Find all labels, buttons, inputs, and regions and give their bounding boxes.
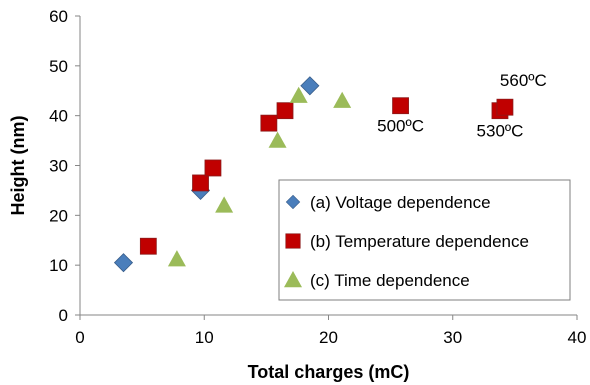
diamond-point <box>113 253 134 273</box>
y-tick-label: 10 <box>49 256 68 275</box>
triangle-point <box>268 131 287 148</box>
square-point <box>192 174 209 192</box>
x-tick-label: 10 <box>195 328 214 347</box>
axes <box>75 15 578 320</box>
annotations: 560ºC 500ºC 530ºC <box>377 71 547 140</box>
legend-triangle-marker <box>284 271 302 288</box>
y-axis-title: Height (nm) <box>8 116 28 216</box>
triangle-point <box>167 250 186 267</box>
square-point <box>392 97 409 115</box>
legend-label: (c) Time dependence <box>310 271 470 290</box>
x-tick-label: 40 <box>568 328 587 347</box>
square-point <box>276 102 294 120</box>
square-point <box>496 98 514 116</box>
y-tick-label: 30 <box>49 157 68 176</box>
legend-diamond-marker <box>285 194 301 210</box>
legend-square-marker <box>285 233 301 249</box>
diamond-point <box>300 76 320 96</box>
legend-label: (b) Temperature dependence <box>310 232 529 251</box>
data-points <box>113 76 514 273</box>
y-tick-label: 60 <box>49 7 68 26</box>
triangle-point <box>289 86 308 103</box>
y-tick-label: 40 <box>49 107 68 126</box>
y-tick-label: 50 <box>49 57 68 76</box>
y-tick-label: 0 <box>59 306 68 325</box>
temperature-annotation: 500ºC <box>377 117 424 136</box>
temperature-annotation: 560ºC <box>500 71 547 90</box>
tick-labels: 0 10 20 30 40 50 60 0 10 20 30 40 <box>49 7 586 347</box>
legend-label: (a) Voltage dependence <box>310 193 491 212</box>
triangle-point <box>333 91 352 108</box>
triangle-point <box>215 196 234 213</box>
legend-box <box>278 179 571 301</box>
y-tick-label: 20 <box>49 206 68 225</box>
temperature-annotation: 530ºC <box>477 122 524 141</box>
x-tick-label: 20 <box>319 328 338 347</box>
square-point <box>139 237 157 255</box>
x-tick-label: 0 <box>75 328 84 347</box>
x-axis-title: Total charges (mC) <box>248 362 410 382</box>
square-point <box>204 159 222 177</box>
square-point <box>260 114 278 132</box>
legend: (a) Voltage dependence (b) Temperature de… <box>278 179 571 301</box>
x-tick-label: 30 <box>443 328 462 347</box>
